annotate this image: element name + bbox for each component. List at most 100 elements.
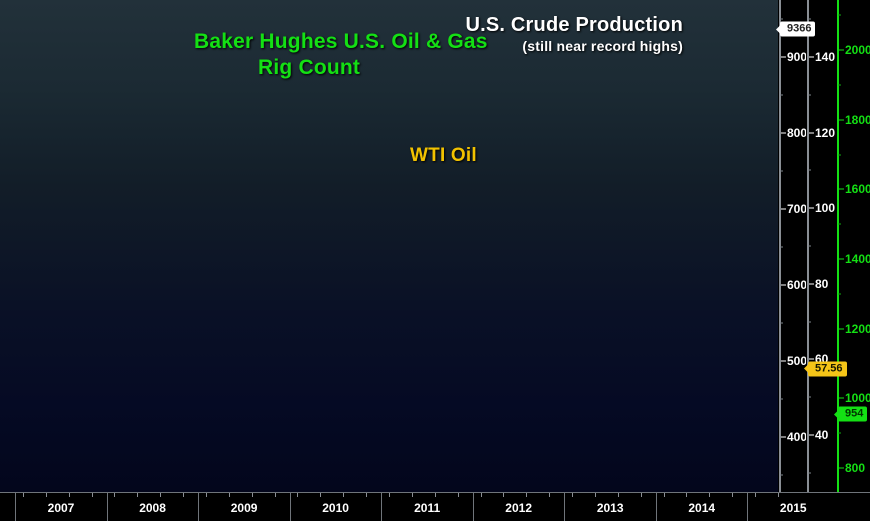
axis-tick-mark	[839, 119, 844, 121]
axis-tick-mark	[839, 49, 844, 51]
month-tick	[68, 493, 70, 497]
axis-tick-mark	[839, 258, 844, 260]
axis-tick-label: 2000	[845, 43, 870, 57]
year-label: 2010	[322, 501, 349, 515]
month-tick	[778, 493, 779, 497]
axis-minor-tick	[808, 169, 811, 171]
axis-tick-mark	[781, 284, 786, 286]
month-tick	[732, 493, 734, 497]
crude-production-axis: 9000 8000 7000 6000 5000 4000	[778, 0, 814, 492]
axis-minor-tick	[780, 322, 783, 324]
month-tick	[594, 493, 596, 497]
year-separator	[289, 493, 291, 521]
year-separator	[106, 493, 108, 521]
axis-minor-tick	[838, 293, 841, 295]
axis-tick-mark	[809, 434, 814, 436]
axis-minor-tick	[780, 18, 783, 20]
month-tick	[45, 493, 47, 497]
crude-production-title: U.S. Crude Production	[465, 14, 683, 36]
year-separator	[472, 493, 474, 521]
month-tick	[160, 493, 162, 497]
year-separator	[381, 493, 383, 521]
month-tick	[320, 493, 322, 497]
axis-tick-mark	[809, 207, 814, 209]
axis-tick-label: 1600	[845, 182, 870, 197]
year-label: 2011	[414, 501, 441, 515]
month-tick	[434, 493, 436, 497]
axis-minor-tick	[780, 246, 783, 248]
year-label: 2007	[47, 501, 75, 515]
axis-tick-mark	[839, 328, 844, 330]
year-label: 2009	[230, 501, 258, 515]
axis-tick-mark	[781, 56, 786, 58]
axis-tick-mark	[781, 436, 786, 438]
year-separator	[747, 493, 749, 521]
axis-minor-tick	[780, 170, 783, 172]
year-label: 2014	[688, 501, 716, 515]
axis-tick-mark	[839, 188, 844, 190]
axis-minor-tick	[780, 94, 783, 96]
month-tick	[183, 493, 185, 497]
axis-tick-mark	[809, 132, 814, 134]
rig-last-value-flag: 954	[838, 406, 868, 422]
axis-tick-mark	[809, 358, 814, 360]
axis-tick-mark	[781, 208, 786, 210]
axis-tick-label: 1000	[845, 391, 870, 406]
month-tick	[755, 493, 757, 497]
month-tick	[297, 493, 299, 497]
month-tick	[457, 493, 459, 497]
month-tick	[709, 493, 711, 497]
axis-minor-tick	[838, 14, 841, 16]
axis-tick-label: 100	[815, 201, 836, 216]
wti-oil-axis: 140 120 100 80 60 40	[806, 0, 836, 492]
axis-tick-mark	[809, 283, 814, 285]
rig-count-title-line2: Rig Count	[258, 56, 361, 79]
year-separator	[564, 493, 566, 521]
year-label: 2015	[779, 501, 807, 515]
axis-tick-label: 800	[845, 461, 866, 475]
month-tick	[274, 493, 276, 497]
year-separator	[198, 493, 200, 521]
date-axis: 2007 2008 2009 2010 2011 2012 2013 2014 2015	[0, 492, 870, 521]
axis-tick-mark	[839, 467, 844, 469]
month-tick	[343, 493, 345, 497]
axis-minor-tick	[808, 245, 811, 247]
month-tick	[549, 493, 551, 497]
crude-production-subtitle: (still near record highs)	[522, 38, 683, 54]
month-tick	[251, 493, 253, 497]
axis-minor-tick	[808, 94, 811, 96]
axis-spine	[779, 0, 781, 492]
month-tick	[640, 493, 642, 497]
month-tick	[411, 493, 413, 497]
axis-minor-tick	[780, 474, 783, 476]
axis-tick-label: 1200	[845, 321, 870, 336]
axis-tick-mark	[781, 360, 786, 362]
year-separator	[655, 493, 657, 521]
month-tick	[572, 493, 574, 497]
axis-tick-label: 40	[815, 428, 829, 442]
axis-minor-tick	[838, 84, 841, 86]
axis-tick-label: 1400	[845, 252, 870, 266]
month-tick	[503, 493, 505, 497]
axis-tick-mark	[839, 397, 844, 399]
month-tick	[686, 493, 688, 497]
axis-tick-mark	[781, 132, 786, 134]
axis-minor-tick	[838, 432, 841, 434]
axis-tick-label: 1800	[845, 112, 870, 127]
axis-minor-tick	[808, 18, 811, 20]
wti-oil-label: WTI Oil	[410, 145, 477, 166]
axis-minor-tick	[808, 472, 811, 474]
rig-count-title-line1: Baker Hughes U.S. Oil & Gas	[194, 30, 488, 53]
month-tick	[389, 493, 390, 497]
month-tick	[526, 493, 528, 497]
axis-tick-label: 120	[815, 125, 836, 140]
year-label: 2012	[505, 501, 533, 515]
axis-minor-tick	[780, 398, 783, 400]
month-tick	[114, 493, 116, 497]
axis-minor-tick	[808, 396, 811, 398]
axis-tick-label: 80	[815, 276, 829, 291]
axis-spine	[837, 0, 839, 492]
month-tick	[366, 493, 368, 497]
year-label: 2013	[596, 501, 624, 515]
